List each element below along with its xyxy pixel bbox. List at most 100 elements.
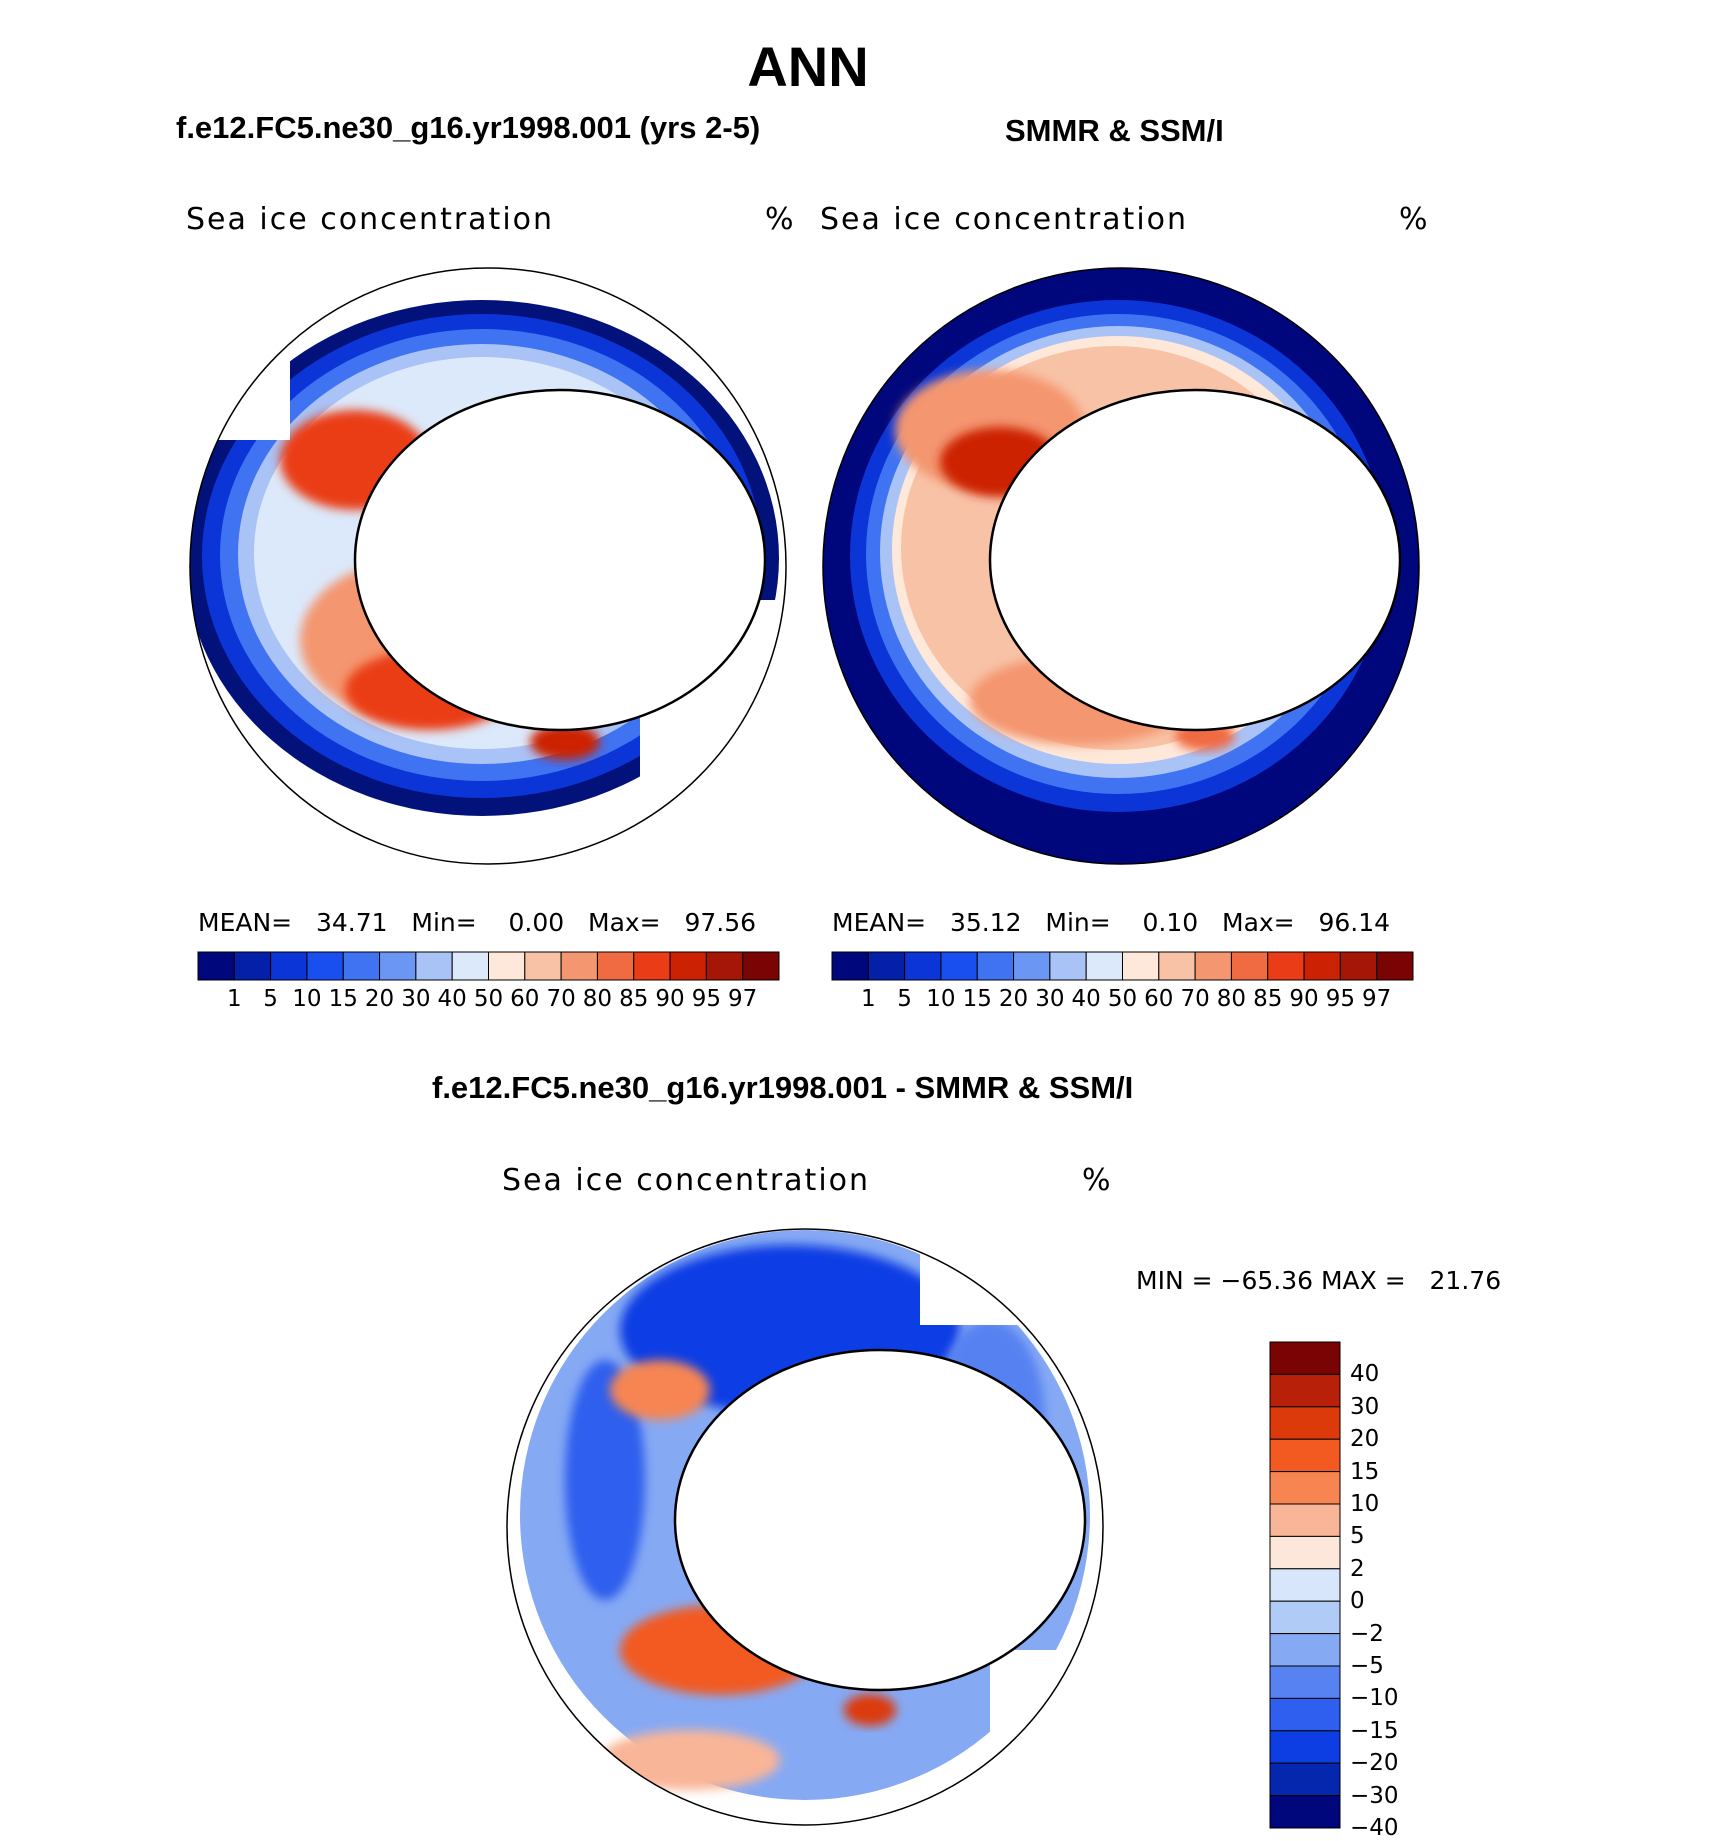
model-colorbar-tick-label: 15	[328, 986, 358, 1012]
diff-masked-1	[507, 1229, 620, 1285]
obs-min-value: 0.10	[1142, 908, 1199, 937]
diff-colorbar-tick-label: −10	[1350, 1685, 1399, 1712]
diff-pos-ross	[610, 1360, 710, 1420]
diff-min-value: −65.36	[1220, 1266, 1314, 1295]
model-colorbar-tick-label: 10	[292, 986, 322, 1012]
diff-colorbar-swatch	[1269, 1633, 1341, 1667]
diff-colorbar-tick-label: 2	[1350, 1555, 1365, 1582]
obs-max-value: 96.14	[1318, 908, 1391, 937]
diff-colorbar-tick-label: −20	[1350, 1750, 1399, 1777]
diff-panel-title: f.e12.FC5.ne30_g16.yr1998.001 - SMMR & S…	[432, 1070, 1134, 1105]
obs-units-label: %	[1399, 202, 1430, 237]
obs-colorbar-tick-label: 97	[1362, 986, 1392, 1012]
model-min-value: 0.00	[508, 908, 565, 937]
diff-colorbar-tick-label: 10	[1350, 1491, 1380, 1517]
diff-colorbar-swatch	[1269, 1697, 1341, 1732]
obs-mean-key: MEAN=	[832, 908, 950, 937]
model-variable-label: Sea ice concentration	[186, 202, 555, 237]
model-colorbar-swatch	[524, 951, 562, 981]
diff-max-value: 21.76	[1429, 1266, 1502, 1295]
obs-colorbar-swatch	[1194, 951, 1232, 981]
diff-colorbar-swatch	[1269, 1730, 1341, 1764]
obs-colorbar-tick-label: 30	[1035, 986, 1065, 1012]
diff-min-key: MIN =	[1136, 1266, 1213, 1295]
model-colorbar-swatch	[633, 951, 671, 981]
diff-units-label: %	[1082, 1163, 1113, 1198]
obs-max-key: Max=	[1198, 908, 1319, 937]
obs-panel-title: SMMR & SSM/I	[1005, 113, 1224, 148]
diff-colorbar-swatch	[1269, 1600, 1341, 1635]
diff-colorbar-tick-label: −15	[1350, 1717, 1399, 1744]
diff-masked-2	[920, 1229, 1103, 1325]
model-min-key: Min=	[387, 908, 509, 937]
diff-colorbar-tick-label: 0	[1350, 1588, 1365, 1615]
obs-colorbar-tick-label: 70	[1180, 986, 1210, 1012]
model-colorbar-tick-label: 20	[364, 986, 395, 1012]
model-max-value: 97.56	[684, 908, 757, 937]
model-colorbar-tick-label: 85	[619, 986, 649, 1012]
model-colorbar-swatch	[379, 951, 417, 981]
diff-colorbar-swatch	[1269, 1535, 1341, 1570]
diff-map	[506, 1228, 1104, 1826]
diff-stats: MIN = −65.36 MAX = 21.76	[1136, 1266, 1501, 1295]
obs-colorbar-swatch	[1013, 951, 1051, 981]
model-colorbar-tick-label: 95	[691, 986, 722, 1012]
model-antarctica-outline	[353, 388, 767, 732]
obs-colorbar-swatch	[1376, 951, 1414, 981]
diff-colorbar-swatch	[1269, 1795, 1341, 1829]
obs-stats: MEAN= 35.12 Min= 0.10 Max= 96.14	[832, 908, 1390, 937]
model-mean-value: 34.71	[315, 908, 388, 937]
diff-map-border	[506, 1228, 1104, 1826]
model-colorbar-swatch	[306, 951, 344, 981]
model-colorbar-tick-label: 80	[582, 986, 613, 1012]
model-max-key: Max=	[564, 908, 685, 937]
model-units-label: %	[765, 202, 796, 237]
model-colorbar-swatch	[270, 951, 308, 981]
obs-min-key: Min=	[1021, 908, 1143, 937]
obs-colorbar-tick-label: 85	[1253, 986, 1283, 1012]
obs-colorbar-tick-label: 10	[926, 986, 956, 1012]
model-colorbar	[197, 951, 780, 981]
figure-title: ANN	[747, 35, 869, 98]
obs-colorbar-tick-label: 5	[897, 986, 912, 1012]
obs-variable-label: Sea ice concentration	[820, 202, 1189, 237]
obs-colorbar-swatch	[1085, 951, 1123, 981]
obs-map	[822, 267, 1420, 865]
diff-antarctica-outline	[673, 1348, 1087, 1692]
obs-concentration-field	[823, 268, 1419, 864]
model-map-border	[189, 267, 787, 865]
model-open-water	[190, 268, 290, 440]
diff-colorbar-tick-label: −30	[1350, 1782, 1399, 1809]
diff-max-key: MAX =	[1320, 1266, 1406, 1295]
model-colorbar-swatch	[705, 951, 744, 981]
diff-colorbar-swatch	[1269, 1471, 1341, 1505]
diff-masked-3	[990, 1650, 1103, 1825]
diff-colorbar-swatch	[1269, 1406, 1341, 1440]
diff-colorbar-tick-label: −40	[1350, 1815, 1399, 1841]
model-colorbar-tick-label: 5	[263, 986, 278, 1012]
model-colorbar-tick-label: 40	[437, 986, 467, 1012]
model-colorbar-swatch	[415, 951, 453, 981]
model-colorbar-swatch	[596, 951, 635, 981]
diff-pos-east	[844, 1694, 896, 1726]
model-colorbar-tick-label: 30	[401, 986, 431, 1012]
obs-colorbar-swatch	[976, 951, 1015, 981]
obs-map-border	[822, 267, 1420, 865]
diff-colorbar-swatch	[1269, 1438, 1341, 1473]
obs-colorbar-tick-label: 50	[1107, 986, 1138, 1012]
model-colorbar-swatch	[233, 951, 272, 981]
obs-colorbar-tick-label: 1	[860, 986, 876, 1012]
model-map	[189, 267, 787, 865]
diff-colorbar-tick-label: −2	[1350, 1620, 1384, 1647]
obs-antarctica-outline	[988, 388, 1402, 732]
model-panel-title: f.e12.FC5.ne30_g16.yr1998.001 (yrs 2-5)	[176, 110, 761, 145]
obs-colorbar-swatch	[1230, 951, 1269, 981]
model-stats: MEAN= 34.71 Min= 0.00 Max= 97.56	[198, 908, 756, 937]
model-colorbar-tick-label: 97	[728, 986, 758, 1012]
model-colorbar-tick-label: 50	[473, 986, 504, 1012]
diff-colorbar-swatch	[1269, 1568, 1341, 1602]
diff-pos-south	[600, 1730, 780, 1790]
obs-colorbar-swatch	[1303, 951, 1341, 981]
model-colorbar-swatch	[342, 951, 381, 981]
model-mean-key: MEAN=	[198, 908, 316, 937]
